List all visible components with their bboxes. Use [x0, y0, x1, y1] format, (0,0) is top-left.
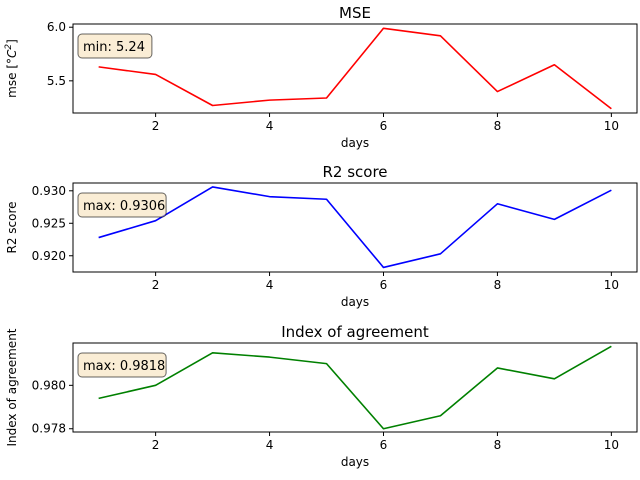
x-tick-label: 10: [604, 278, 619, 292]
annotation-text: max: 0.9306: [83, 199, 165, 214]
axes-frame: [72, 23, 638, 114]
x-tick-label: 4: [266, 438, 274, 452]
annotation-box: [77, 192, 167, 218]
y-tick-label: 0.978: [32, 422, 66, 436]
x-axis-label: days: [341, 295, 369, 309]
x-tick-label: 10: [604, 119, 619, 133]
y-axis-label-part: °C: [5, 49, 19, 64]
x-tick-label: 2: [152, 119, 160, 133]
annotation-text: min: 5.24: [83, 40, 145, 55]
chart-title: MSE: [339, 4, 371, 22]
x-axis-label: days: [341, 455, 369, 469]
x-axis-label: days: [341, 136, 369, 150]
series-line: [98, 345, 612, 430]
x-tick-label: 10: [604, 438, 619, 452]
x-tick-label: 8: [494, 119, 502, 133]
y-tick-label: 0.920: [32, 249, 66, 263]
y-tick-label: 0.930: [32, 184, 66, 198]
x-tick-label: 2: [152, 438, 160, 452]
chart-title: Index of agreement: [281, 323, 429, 341]
x-tick-label: 4: [266, 278, 274, 292]
chart-title: R2 score: [322, 163, 387, 181]
x-tick-label: 6: [380, 119, 388, 133]
x-tick-label: 4: [266, 119, 274, 133]
subplot-3: Index of agreement 2 4 6 8 10 0.978 0.980 days In…: [5, 323, 638, 469]
x-tick-label: 6: [380, 438, 388, 452]
y-axis-label: Index of agreement: [5, 328, 19, 446]
y-axis-label: mse [°C2]: [4, 39, 19, 98]
y-axis-label-part: 2: [4, 44, 14, 50]
axes-frame: [72, 182, 638, 273]
y-tick-label: 0.925: [32, 216, 66, 230]
y-tick-label: 6.0: [47, 20, 66, 34]
x-tick-label: 2: [152, 278, 160, 292]
y-tick-label: 0.980: [32, 378, 66, 392]
subplot-2: R2 score 2 4 6 8 10 0.920 0.925 0.930 days R2 scor…: [5, 163, 638, 309]
x-tick-label: 6: [380, 278, 388, 292]
x-tick-label: 8: [494, 278, 502, 292]
series-line: [98, 27, 612, 110]
y-axis-label-part: ]: [5, 39, 19, 44]
annotation-box: [77, 352, 167, 378]
axes-frame: [72, 342, 638, 433]
x-tick-label: 8: [494, 438, 502, 452]
series-line: [98, 186, 612, 269]
y-axis-label-part: mse [: [5, 64, 19, 98]
annotation-box: [77, 33, 153, 59]
annotation-text: max: 0.9818: [83, 359, 165, 374]
y-axis-label: R2 score: [5, 201, 19, 253]
y-tick-label: 5.5: [47, 74, 66, 88]
